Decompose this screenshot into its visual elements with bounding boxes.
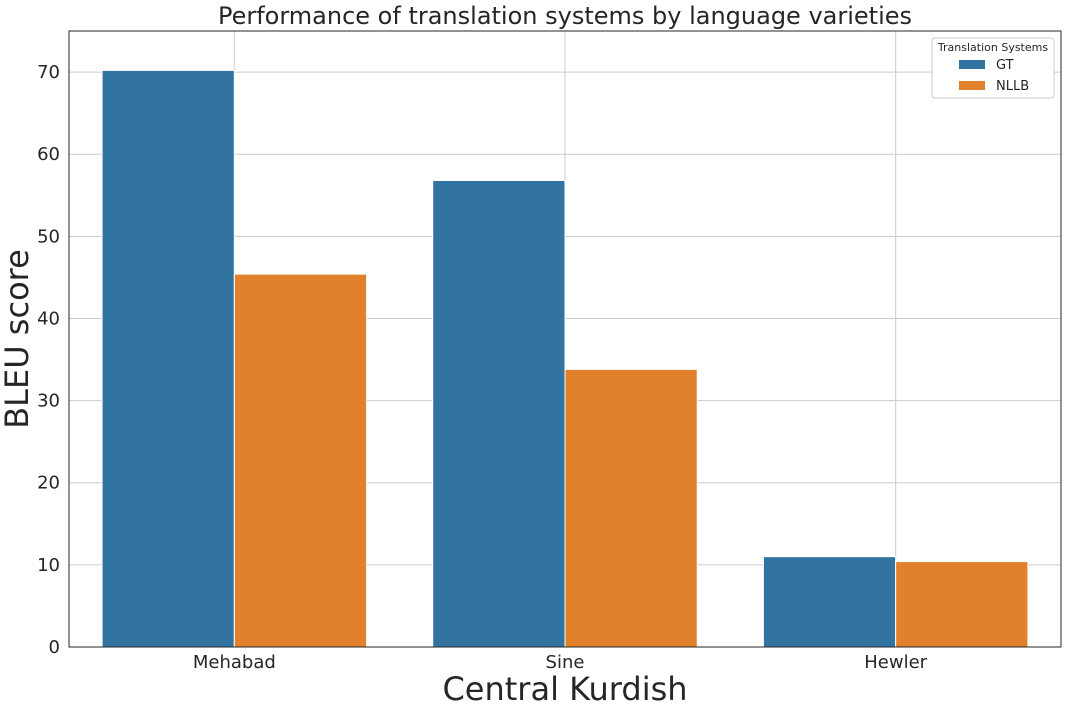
y-tick-label: 0 [49, 637, 60, 658]
y-tick-label: 30 [37, 391, 60, 412]
x-axis-label: Central Kurdish [442, 670, 687, 706]
y-tick-label: 40 [37, 308, 60, 329]
bar-gt-sine [432, 179, 566, 648]
bar-nllb-mehabad [233, 273, 368, 648]
chart-title: Performance of translation systems by la… [218, 2, 912, 30]
y-tick-label: 60 [37, 144, 60, 165]
legend-label-nllb: NLLB [996, 79, 1029, 94]
bar-gt-mehabad [101, 69, 235, 648]
y-tick-label: 50 [37, 226, 60, 247]
y-axis-label: BLEU score [0, 249, 36, 429]
x-tick-label: Hewler [864, 652, 927, 673]
x-tick-label: Mehabad [193, 652, 276, 673]
y-tick-label: 20 [37, 473, 60, 494]
legend-label-gt: GT [996, 58, 1014, 73]
bar-nllb-sine [564, 368, 698, 648]
plot-frame [68, 30, 1062, 648]
bar-gt-hewler [762, 556, 897, 648]
bars [101, 69, 1029, 648]
legend-title: Translation Systems [937, 41, 1048, 54]
legend-swatch-nllb [959, 81, 985, 90]
x-axis-ticks: Mehabad Sine Hewler [193, 652, 928, 673]
legend-swatch-gt [959, 60, 985, 69]
legend: Translation Systems GT NLLB [931, 37, 1055, 99]
y-axis-ticks: 0 10 20 30 40 50 60 70 [37, 62, 60, 658]
y-tick-label: 70 [37, 62, 60, 83]
x-tick-label: Sine [546, 652, 585, 673]
y-tick-label: 10 [37, 555, 60, 576]
bar-nllb-hewler [895, 561, 1029, 648]
